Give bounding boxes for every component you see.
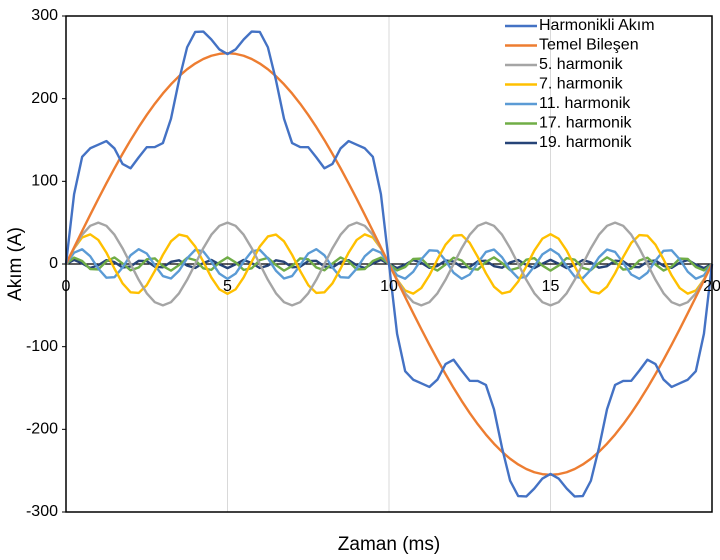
x-tick-label: 20 — [703, 278, 720, 295]
legend-label: 19. harmonik — [539, 134, 632, 151]
y-tick-label: 100 — [31, 173, 58, 190]
plot-lines — [64, 30, 714, 498]
legend-label: 11. harmonik — [539, 95, 631, 112]
y-tick-label: 300 — [31, 7, 58, 24]
y-axis-title: Akım (A) — [5, 227, 26, 301]
x-axis-title: Zaman (ms) — [338, 534, 440, 555]
labels: -300 -200 -100 0 100 200 300 0 5 10 15 20 Harmonikli… — [26, 7, 720, 520]
y-tick-label: -200 — [26, 421, 58, 438]
plot-frame — [65, 15, 713, 513]
x-tick-label: 5 — [223, 278, 232, 295]
y-tick-label: -100 — [26, 338, 58, 355]
legend-label: 17. harmonik — [539, 115, 632, 132]
x-tick-label: 15 — [542, 278, 560, 295]
series-line — [64, 30, 714, 498]
legend-label: 5. harmonik — [539, 56, 624, 73]
x-tick-label: 10 — [380, 278, 398, 295]
legend-label: Harmonikli Akım — [539, 17, 655, 34]
legend: Harmonikli Akım Temel Bileşen 5. harmonik 7… — [505, 17, 655, 151]
y-tick-label: 200 — [31, 90, 58, 107]
legend-label: Temel Bileşen — [539, 37, 639, 54]
legend-label: 7. harmonik — [539, 76, 624, 93]
x-tick-label: 0 — [62, 278, 71, 295]
y-tick-label: 0 — [49, 255, 58, 272]
y-tick-label: -300 — [26, 503, 58, 520]
